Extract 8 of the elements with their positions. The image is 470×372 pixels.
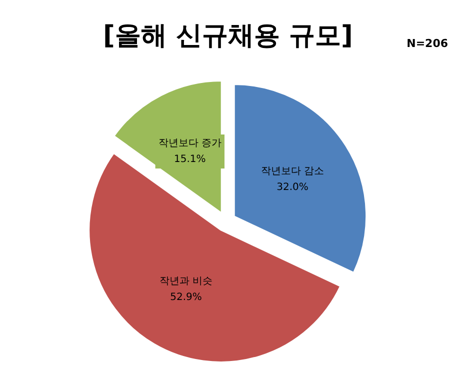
- slice-label: 작년보다 감소: [260, 166, 324, 177]
- chart-title: [올해 신규채용 규모]: [103, 21, 353, 51]
- data-label: 52.9%: [170, 292, 202, 304]
- data-label: 15.1%: [174, 154, 206, 165]
- data-label: 32.0%: [276, 182, 308, 193]
- slice-label: 작년보다 증가: [158, 138, 222, 149]
- slice-label: 작년과 비슷: [159, 276, 213, 288]
- text: N=206: [406, 37, 448, 50]
